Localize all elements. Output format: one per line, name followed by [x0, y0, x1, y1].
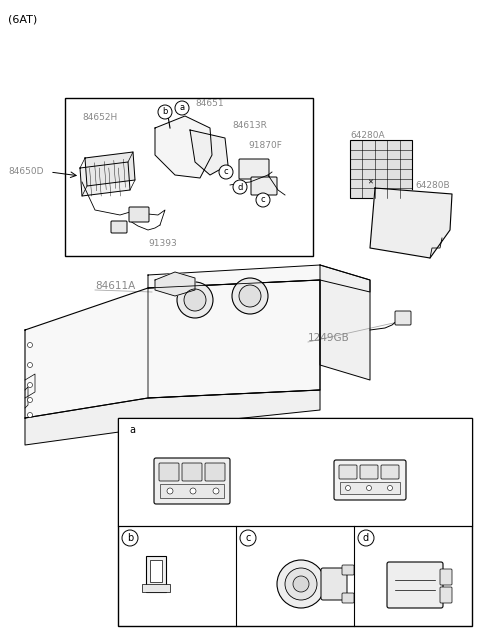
Circle shape [213, 488, 219, 494]
Bar [160, 484, 224, 498]
FancyBboxPatch shape [334, 460, 406, 500]
Circle shape [293, 576, 309, 592]
Text: b: b [127, 533, 133, 543]
Bar [142, 584, 170, 592]
FancyBboxPatch shape [342, 565, 354, 575]
Text: (6AT): (6AT) [8, 14, 37, 24]
Text: 84611A: 84611A [95, 281, 135, 291]
Bar [350, 140, 412, 198]
Circle shape [27, 383, 33, 387]
Text: 84658N: 84658N [148, 533, 186, 543]
FancyBboxPatch shape [339, 465, 357, 479]
Circle shape [232, 278, 268, 314]
Polygon shape [370, 188, 452, 258]
Circle shape [27, 397, 33, 403]
Text: 64280B: 64280B [415, 180, 450, 190]
Circle shape [184, 289, 206, 311]
FancyBboxPatch shape [154, 458, 230, 504]
Circle shape [285, 568, 317, 600]
FancyBboxPatch shape [395, 311, 411, 325]
Text: c: c [261, 196, 265, 204]
Circle shape [367, 486, 372, 491]
Circle shape [239, 285, 261, 307]
Circle shape [124, 422, 140, 438]
FancyBboxPatch shape [111, 221, 127, 233]
Circle shape [233, 180, 247, 194]
FancyBboxPatch shape [440, 587, 452, 603]
Circle shape [219, 165, 233, 179]
Circle shape [256, 193, 270, 207]
Circle shape [240, 530, 256, 546]
Circle shape [277, 560, 325, 608]
Polygon shape [155, 272, 195, 296]
Text: ✕: ✕ [367, 179, 373, 185]
Text: 93351L: 93351L [175, 439, 211, 449]
Circle shape [158, 105, 172, 119]
Text: 91870F: 91870F [248, 141, 282, 151]
Text: c: c [245, 533, 251, 543]
Circle shape [175, 101, 189, 115]
Text: 96190Q: 96190Q [384, 530, 422, 540]
FancyBboxPatch shape [251, 177, 277, 195]
FancyBboxPatch shape [205, 463, 225, 481]
FancyBboxPatch shape [239, 159, 269, 179]
FancyBboxPatch shape [360, 465, 378, 479]
Circle shape [387, 486, 393, 491]
Circle shape [27, 343, 33, 348]
Polygon shape [85, 152, 135, 186]
FancyBboxPatch shape [387, 562, 443, 608]
FancyBboxPatch shape [321, 568, 347, 600]
Circle shape [190, 488, 196, 494]
Text: 84652H: 84652H [82, 114, 117, 123]
FancyBboxPatch shape [182, 463, 202, 481]
Text: 84650D: 84650D [8, 167, 44, 176]
Circle shape [346, 486, 350, 491]
Text: a: a [180, 104, 185, 112]
Polygon shape [320, 265, 370, 380]
Text: 93335A: 93335A [367, 439, 405, 449]
FancyBboxPatch shape [342, 593, 354, 603]
Text: 64280A: 64280A [350, 132, 384, 141]
Bar [340, 482, 400, 494]
FancyBboxPatch shape [440, 569, 452, 585]
Bar [146, 556, 166, 592]
Circle shape [167, 488, 173, 494]
Text: d: d [237, 183, 243, 192]
Polygon shape [190, 130, 228, 175]
Polygon shape [148, 265, 370, 292]
Bar [118, 418, 472, 526]
Circle shape [177, 282, 213, 318]
Circle shape [358, 530, 374, 546]
Bar [118, 418, 472, 626]
Text: 1249GB: 1249GB [308, 333, 350, 343]
Circle shape [122, 530, 138, 546]
Text: b: b [162, 107, 168, 116]
Polygon shape [80, 162, 130, 196]
FancyBboxPatch shape [129, 207, 149, 222]
Text: a: a [129, 425, 135, 435]
Text: c: c [224, 167, 228, 176]
Text: 84613R: 84613R [232, 121, 267, 130]
Circle shape [27, 362, 33, 367]
Text: 91393: 91393 [148, 240, 177, 249]
Polygon shape [25, 280, 320, 418]
FancyBboxPatch shape [159, 463, 179, 481]
Polygon shape [155, 116, 212, 178]
Polygon shape [25, 390, 320, 445]
Bar [150, 560, 162, 582]
Bar [65, 98, 313, 256]
Text: 84651: 84651 [195, 100, 224, 109]
Text: 96120L: 96120L [384, 542, 420, 552]
Text: 95120A: 95120A [266, 533, 303, 543]
Text: d: d [363, 533, 369, 543]
Circle shape [27, 413, 33, 417]
FancyBboxPatch shape [381, 465, 399, 479]
